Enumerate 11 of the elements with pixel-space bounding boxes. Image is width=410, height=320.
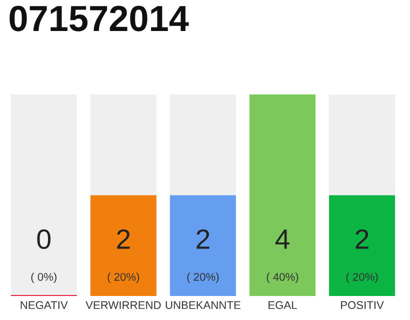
data-label: 2 ( 20%): [108, 229, 140, 284]
data-label: 2 ( 20%): [187, 229, 219, 284]
chart-title: 071572014: [10, 6, 189, 32]
x-tick-label: EGAL: [268, 301, 297, 310]
data-label: 4 ( 40%): [266, 230, 298, 284]
data-label: 0 ( 0%): [31, 229, 56, 284]
x-tick-label: VERWIRREND: [86, 301, 161, 309]
x-tick-label: NEGATIV: [20, 301, 68, 310]
x-tick-label: POSITIV: [341, 301, 384, 310]
data-label: 2 ( 20%): [346, 229, 378, 284]
x-tick-label: UNBEKANNTE: [166, 301, 240, 310]
